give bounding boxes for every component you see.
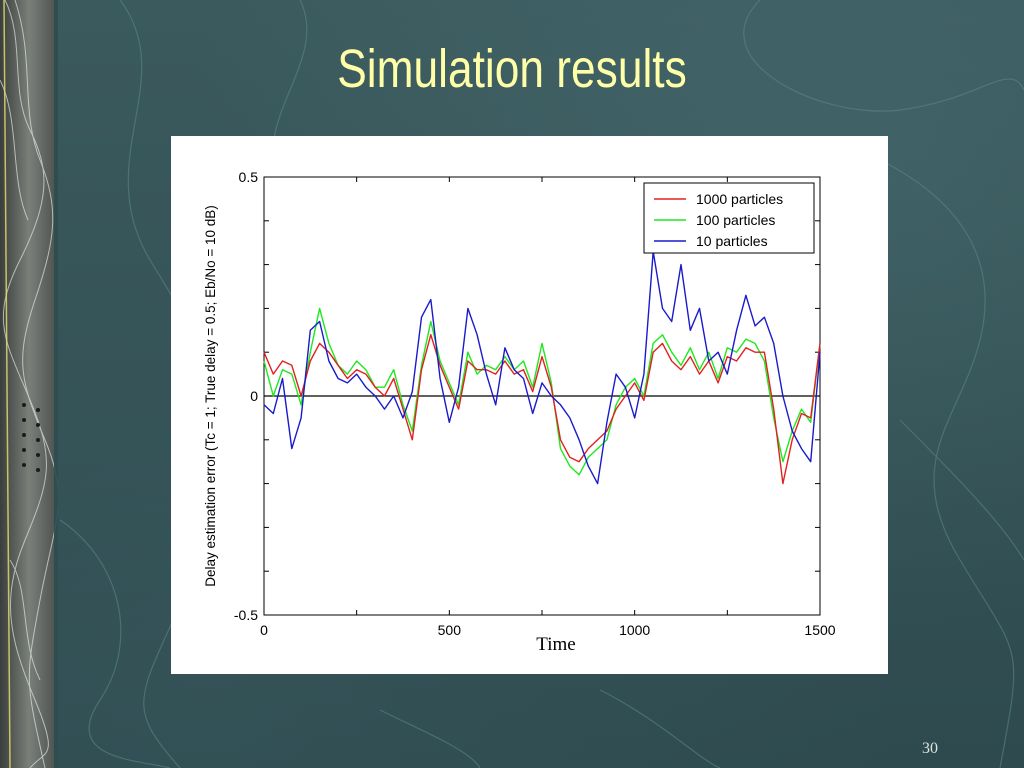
legend-label: 100 particles xyxy=(696,212,775,228)
slide-title: Simulation results xyxy=(337,39,687,99)
y-tick-label: 0 xyxy=(250,388,258,404)
page-number: 30 xyxy=(922,740,938,757)
y-tick-label: -0.5 xyxy=(234,607,258,623)
y-tick-label: 0.5 xyxy=(239,169,259,185)
x-tick-label: 0 xyxy=(260,622,268,638)
series-line-1000-particles xyxy=(263,334,821,485)
x-tick-label: 1000 xyxy=(619,622,650,638)
y-axis-label: Delay estimation error (Tc = 1; True del… xyxy=(203,205,218,587)
x-tick-label: 1500 xyxy=(804,622,835,638)
series-line-10-particles xyxy=(263,250,821,485)
x-axis-label: Time xyxy=(536,634,576,655)
decorative-side-strip xyxy=(0,0,58,768)
chart-panel: -0.5 0 0.5 0 500 1000 1500 Delay estimation err… xyxy=(171,136,888,674)
legend-label: 1000 particles xyxy=(696,191,783,207)
x-tick-label: 500 xyxy=(438,622,462,638)
legend-label: 10 particles xyxy=(696,233,768,249)
series-line-100-particles xyxy=(263,307,821,476)
